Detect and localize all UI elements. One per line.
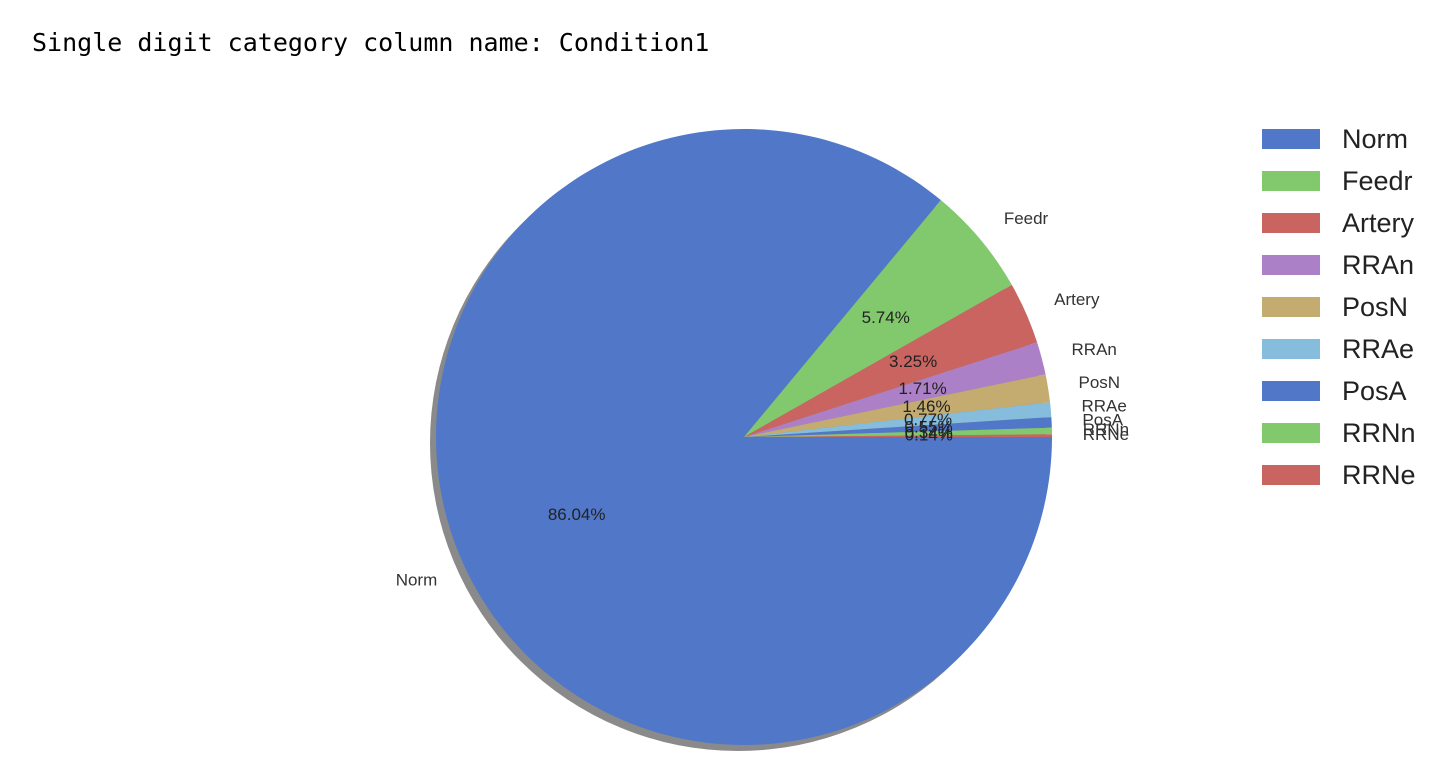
pie-slice-norm — [436, 128, 1052, 745]
legend-item-rrnn: RRNn — [1262, 412, 1416, 454]
slice-label-artery: Artery — [1054, 290, 1100, 309]
legend-item-norm: Norm — [1262, 118, 1416, 160]
legend-item-rrae: RRAe — [1262, 328, 1416, 370]
slice-label-norm: Norm — [396, 570, 438, 589]
legend-swatch — [1262, 339, 1320, 359]
pie-slice-feedr — [744, 200, 1012, 437]
slice-pct-rrne: 0.14% — [905, 426, 953, 445]
slice-pct-artery: 3.25% — [889, 352, 937, 371]
legend-label: RRNn — [1342, 417, 1416, 448]
legend-item-rran: RRAn — [1262, 244, 1416, 286]
legend-item-rrne: RRNe — [1262, 454, 1416, 496]
legend-label: Norm — [1342, 123, 1408, 154]
slice-pct-feedr: 5.74% — [862, 308, 910, 327]
pie-slice-rran — [744, 342, 1046, 437]
legend-swatch — [1262, 297, 1320, 317]
slice-label-rrnn: RRNn — [1083, 420, 1129, 439]
pie-slice-posa — [744, 417, 1052, 437]
slice-pct-norm: 86.04% — [548, 505, 606, 524]
legend-label: RRAe — [1342, 333, 1415, 364]
pie-slice-rrne — [744, 434, 1052, 437]
legend-label: Feedr — [1342, 165, 1413, 196]
slice-label-posa: PosA — [1082, 410, 1123, 429]
slice-label-rrne: RRNe — [1083, 425, 1129, 444]
legend-swatch — [1262, 213, 1320, 233]
legend-label: RRAn — [1342, 249, 1415, 280]
slice-pct-rrnn: 0.34% — [905, 423, 953, 442]
legend-label: Artery — [1342, 207, 1415, 238]
legend-swatch — [1262, 255, 1320, 275]
pie-slices — [436, 128, 1052, 745]
slice-pct-rran: 1.71% — [899, 379, 947, 398]
slice-pct-posa: 0.55% — [904, 418, 952, 437]
legend-label: PosA — [1342, 375, 1407, 406]
chart-legend: Norm Feedr Artery RRAn PosN RRAe PosA RRNn RRNe — [1262, 118, 1416, 496]
legend-item-artery: Artery — [1262, 202, 1416, 244]
slice-pct-rrae: 0.77% — [904, 410, 952, 429]
legend-swatch — [1262, 171, 1320, 191]
slice-label-rrae: RRAe — [1081, 396, 1126, 415]
legend-swatch — [1262, 465, 1320, 485]
pie-slice-artery — [744, 284, 1038, 437]
legend-item-posn: PosN — [1262, 286, 1416, 328]
legend-label: RRNe — [1342, 459, 1416, 490]
legend-item-feedr: Feedr — [1262, 160, 1416, 202]
legend-swatch — [1262, 423, 1320, 443]
pie-slice-posn — [744, 374, 1051, 437]
slice-label-posn: PosN — [1079, 373, 1121, 392]
slice-label-feedr: Feedr — [1004, 209, 1049, 228]
legend-swatch — [1262, 129, 1320, 149]
pie-slice-rrae — [744, 402, 1052, 437]
legend-label: PosN — [1342, 291, 1409, 322]
legend-item-posa: PosA — [1262, 370, 1416, 412]
pie-slice-rrnn — [744, 427, 1052, 437]
pie-labels: Norm 86.04% Feedr 5.74% Artery 3.25% RRAn 1.71%… — [396, 209, 1129, 589]
page-header: Single digit category column name: Condi… — [32, 28, 710, 57]
legend-swatch — [1262, 381, 1320, 401]
slice-label-rran: RRAn — [1072, 340, 1117, 359]
slice-pct-posn: 1.46% — [902, 397, 950, 416]
